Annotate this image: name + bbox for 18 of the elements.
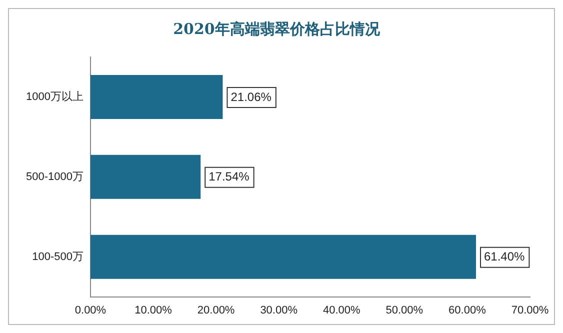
x-tick-label: 50.00%	[386, 304, 424, 316]
bar	[90, 234, 476, 279]
chart-title: 2020年高端翡翠价格占比情况	[173, 20, 381, 38]
x-tick-label: 0.00%	[74, 304, 106, 316]
data-label: 17.54%	[208, 170, 250, 184]
x-tick-label: 30.00%	[260, 304, 298, 316]
x-tick-label: 70.00%	[511, 304, 549, 316]
data-label: 61.40%	[484, 250, 526, 264]
x-tick-label: 60.00%	[448, 304, 486, 316]
x-tick-label: 40.00%	[322, 304, 361, 316]
bar	[90, 154, 201, 199]
x-tick-label: 10.00%	[134, 304, 172, 316]
data-label: 21.06%	[230, 90, 272, 104]
bar	[90, 74, 223, 119]
y-tick-label: 1000万以上	[26, 90, 84, 103]
x-tick-label: 20.00%	[197, 304, 235, 316]
y-tick-label: 500-1000万	[26, 170, 84, 183]
y-tick-label: 100-500万	[32, 250, 84, 263]
